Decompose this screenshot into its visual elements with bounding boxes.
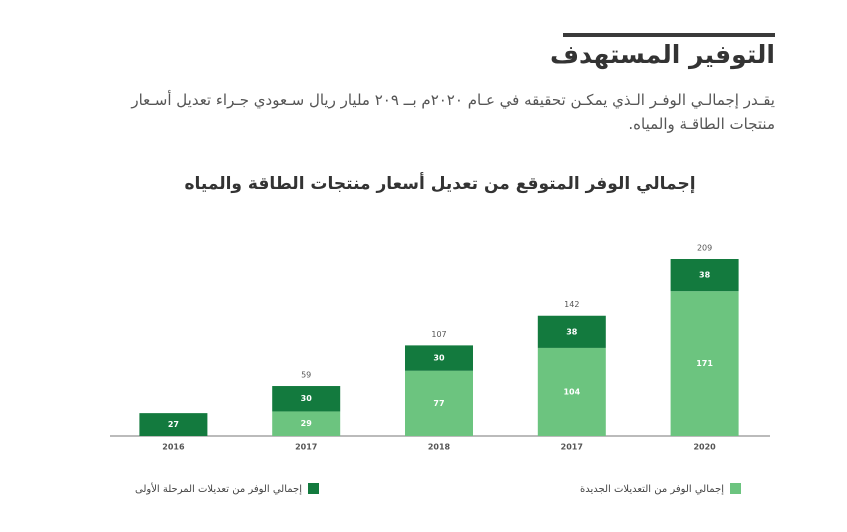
bar-segment [272, 411, 341, 436]
header-bar [563, 33, 775, 37]
bar-segment [139, 413, 208, 436]
legend-label: إجمالي الوفر من تعديلات المرحلة الأولى [135, 482, 302, 495]
paragraph: يقـدر إجمالـي الوفـر الـذي يمكـن تحقيقه … [131, 91, 775, 133]
value-label: 29 [301, 419, 313, 428]
legend-swatch [308, 483, 319, 494]
value-label: 27 [168, 420, 179, 429]
value-label: 30 [433, 354, 445, 363]
chart-title: إجمالي الوفر المتوقع من تعديل أسعار منتج… [184, 172, 695, 194]
x-tick-label: 2017 [295, 443, 317, 452]
total-label: 107 [431, 330, 446, 339]
value-label: 38 [566, 327, 578, 336]
bar-segment [670, 259, 739, 292]
total-label: 59 [301, 371, 311, 380]
x-tick-label: 2016 [162, 443, 185, 452]
bar-segment [670, 291, 739, 436]
page-title: التوفير المستهدف [549, 40, 775, 69]
total-label: 142 [564, 300, 579, 309]
value-label: 77 [433, 399, 444, 408]
x-tick-label: 2020 [693, 443, 716, 452]
bar-segment [537, 315, 606, 348]
total-label: 209 [697, 244, 712, 253]
x-tick-label: 2018 [428, 443, 451, 452]
value-label: 30 [301, 394, 313, 403]
legend-swatch [730, 483, 741, 494]
bar-segment [405, 345, 473, 371]
bar-segment [405, 370, 473, 436]
value-label: 171 [696, 359, 713, 368]
bar-segment [272, 386, 341, 412]
bar-segment [537, 347, 606, 436]
value-label: 38 [699, 271, 711, 280]
value-label: 104 [563, 387, 580, 396]
legend-label: إجمالي الوفر من التعديلات الجديدة [580, 484, 724, 495]
x-tick-label: 2017 [561, 443, 583, 452]
